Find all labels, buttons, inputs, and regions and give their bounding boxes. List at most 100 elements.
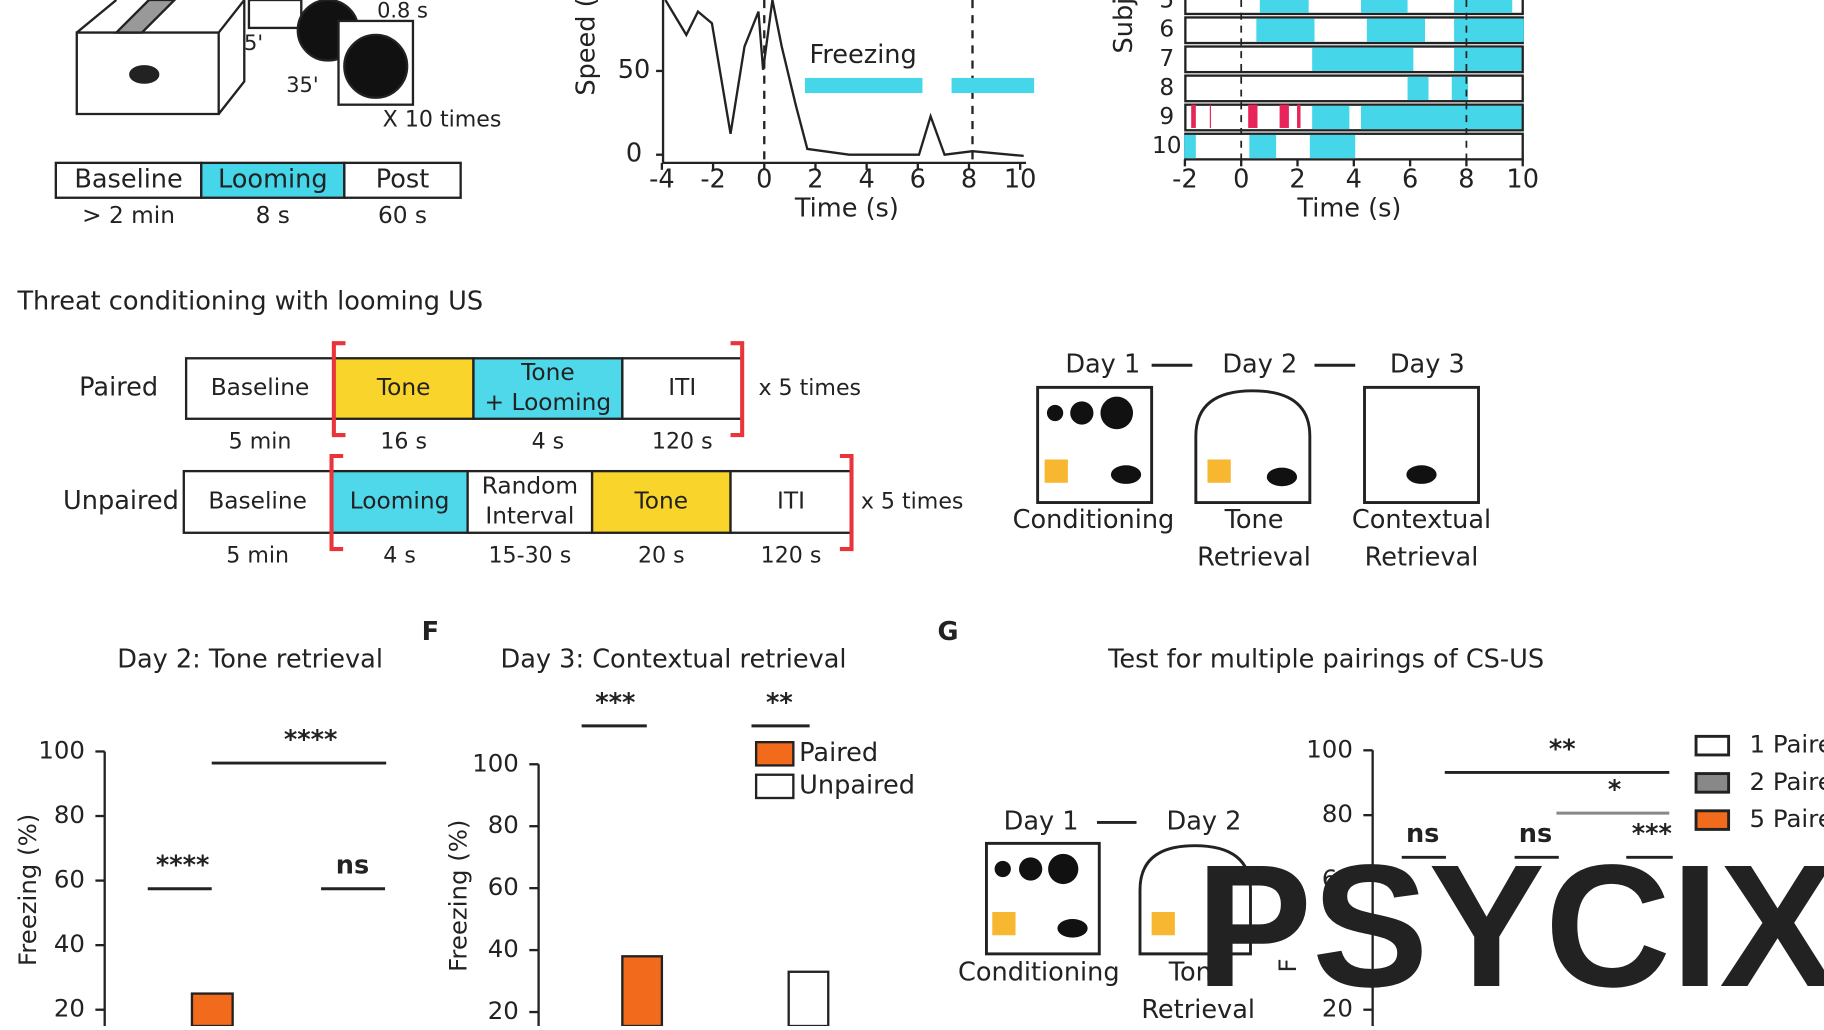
disc bbox=[343, 33, 409, 99]
block bbox=[466, 469, 594, 534]
y-tick-label: 20 bbox=[1322, 994, 1353, 1023]
y-tick-label: 100 bbox=[1306, 734, 1353, 763]
bracket bbox=[329, 453, 344, 552]
raster bbox=[1184, 0, 1524, 161]
label: Post bbox=[376, 164, 430, 194]
freeze-seg bbox=[1407, 76, 1429, 101]
label: Time (s) bbox=[1296, 193, 1401, 223]
label: ns bbox=[336, 851, 369, 881]
y-tick-label: 20 bbox=[488, 996, 519, 1025]
label: Day 3: Contextual retrieval bbox=[501, 645, 847, 675]
label: F bbox=[422, 617, 439, 647]
x-tick-label: 2 bbox=[807, 164, 823, 194]
y-tick-label: 80 bbox=[488, 810, 519, 839]
label: Baseline bbox=[208, 487, 307, 514]
label: + Looming bbox=[485, 389, 611, 416]
label: Tone bbox=[376, 374, 431, 401]
block bbox=[184, 357, 336, 420]
icons bbox=[992, 396, 1437, 938]
label: Tone bbox=[634, 487, 689, 514]
legend-swatch bbox=[754, 773, 795, 800]
x-tick-label: 0 bbox=[1233, 164, 1249, 194]
y-tick-label: 60 bbox=[488, 872, 519, 901]
x-tick-label: 4 bbox=[858, 164, 874, 194]
shelter bbox=[113, 0, 177, 34]
label: ** bbox=[766, 688, 793, 718]
legend-label: Unpaired bbox=[799, 770, 915, 800]
context-boxes bbox=[984, 363, 1480, 956]
y-tick-label: 80 bbox=[54, 800, 85, 829]
label: ns bbox=[1406, 819, 1439, 849]
x-tick-label: -2 bbox=[700, 164, 726, 194]
row-label: 9 bbox=[1159, 103, 1174, 130]
legend-label: 5 Paire bbox=[1750, 804, 1824, 833]
red-seg bbox=[1209, 104, 1211, 128]
freeze-seg bbox=[1366, 18, 1425, 42]
label: Tone bbox=[1168, 958, 1228, 988]
block bbox=[182, 469, 333, 534]
label: 15-30 s bbox=[489, 543, 572, 569]
freezing-bar bbox=[804, 77, 923, 94]
label: Conditioning bbox=[1013, 505, 1175, 535]
label: F bbox=[1273, 958, 1302, 972]
label: Looming bbox=[350, 487, 450, 514]
raster-row bbox=[1184, 74, 1524, 103]
label: Paired bbox=[79, 373, 158, 403]
label: x 5 times bbox=[861, 488, 964, 514]
block bbox=[472, 357, 624, 420]
freeze-seg bbox=[1454, 18, 1524, 42]
label: Tone bbox=[1224, 505, 1284, 535]
red-seg bbox=[1297, 104, 1301, 128]
arena bbox=[75, 0, 246, 116]
legend-label: 2 Paire bbox=[1750, 767, 1824, 796]
label: Speed ( bbox=[571, 0, 601, 96]
label: 120 s bbox=[761, 543, 822, 569]
y-tick-label: 60 bbox=[1322, 864, 1353, 893]
label: * bbox=[1608, 775, 1621, 805]
freeze-seg bbox=[1361, 0, 1408, 13]
label: Baseline bbox=[74, 164, 182, 194]
bracket bbox=[839, 453, 854, 552]
label: ** bbox=[1549, 734, 1576, 764]
label: Contextual bbox=[1352, 505, 1491, 535]
watermark: PSYCIX bbox=[1196, 828, 1824, 1023]
row-label: 6 bbox=[1159, 16, 1174, 43]
freeze-seg bbox=[1256, 18, 1315, 42]
label: Retrieval bbox=[1141, 995, 1255, 1025]
label: > 2 min bbox=[82, 202, 175, 229]
stim-box bbox=[247, 0, 303, 30]
y-tick-label: 50 bbox=[618, 55, 651, 85]
x-tick-label: -2 bbox=[1172, 164, 1198, 194]
y-tick-label: 0 bbox=[626, 139, 642, 169]
label: Tone bbox=[520, 359, 575, 386]
x-tick-label: 10 bbox=[1506, 164, 1539, 194]
label: 35' bbox=[286, 73, 318, 97]
decor bbox=[75, 0, 1035, 163]
row-label: 10 bbox=[1152, 132, 1182, 159]
x-tick-label: 10 bbox=[1004, 164, 1037, 194]
timeline-block bbox=[343, 161, 462, 199]
x-tick-label: 6 bbox=[910, 164, 926, 194]
legend-label: Paired bbox=[799, 738, 878, 768]
bar bbox=[787, 970, 830, 1028]
red-seg bbox=[1191, 104, 1196, 128]
x-tick-label: -4 bbox=[649, 164, 675, 194]
bar bbox=[621, 955, 664, 1028]
freeze-seg bbox=[1312, 105, 1350, 130]
label: 0.8 s bbox=[377, 0, 428, 23]
label: Looming bbox=[218, 164, 328, 194]
box bbox=[1036, 385, 1154, 504]
label: Day 1 bbox=[1065, 349, 1140, 379]
label: Freezing (%) bbox=[443, 820, 472, 972]
label: *** bbox=[595, 688, 635, 718]
label: 4 s bbox=[532, 429, 565, 455]
row-label: 7 bbox=[1159, 45, 1174, 72]
label: Conditioning bbox=[958, 958, 1120, 988]
freeze-seg bbox=[1312, 47, 1414, 71]
y-tick-label: 40 bbox=[54, 929, 85, 958]
row-label: 5 bbox=[1159, 0, 1174, 14]
x-tick-label: 0 bbox=[756, 164, 772, 194]
bar bbox=[190, 992, 234, 1028]
